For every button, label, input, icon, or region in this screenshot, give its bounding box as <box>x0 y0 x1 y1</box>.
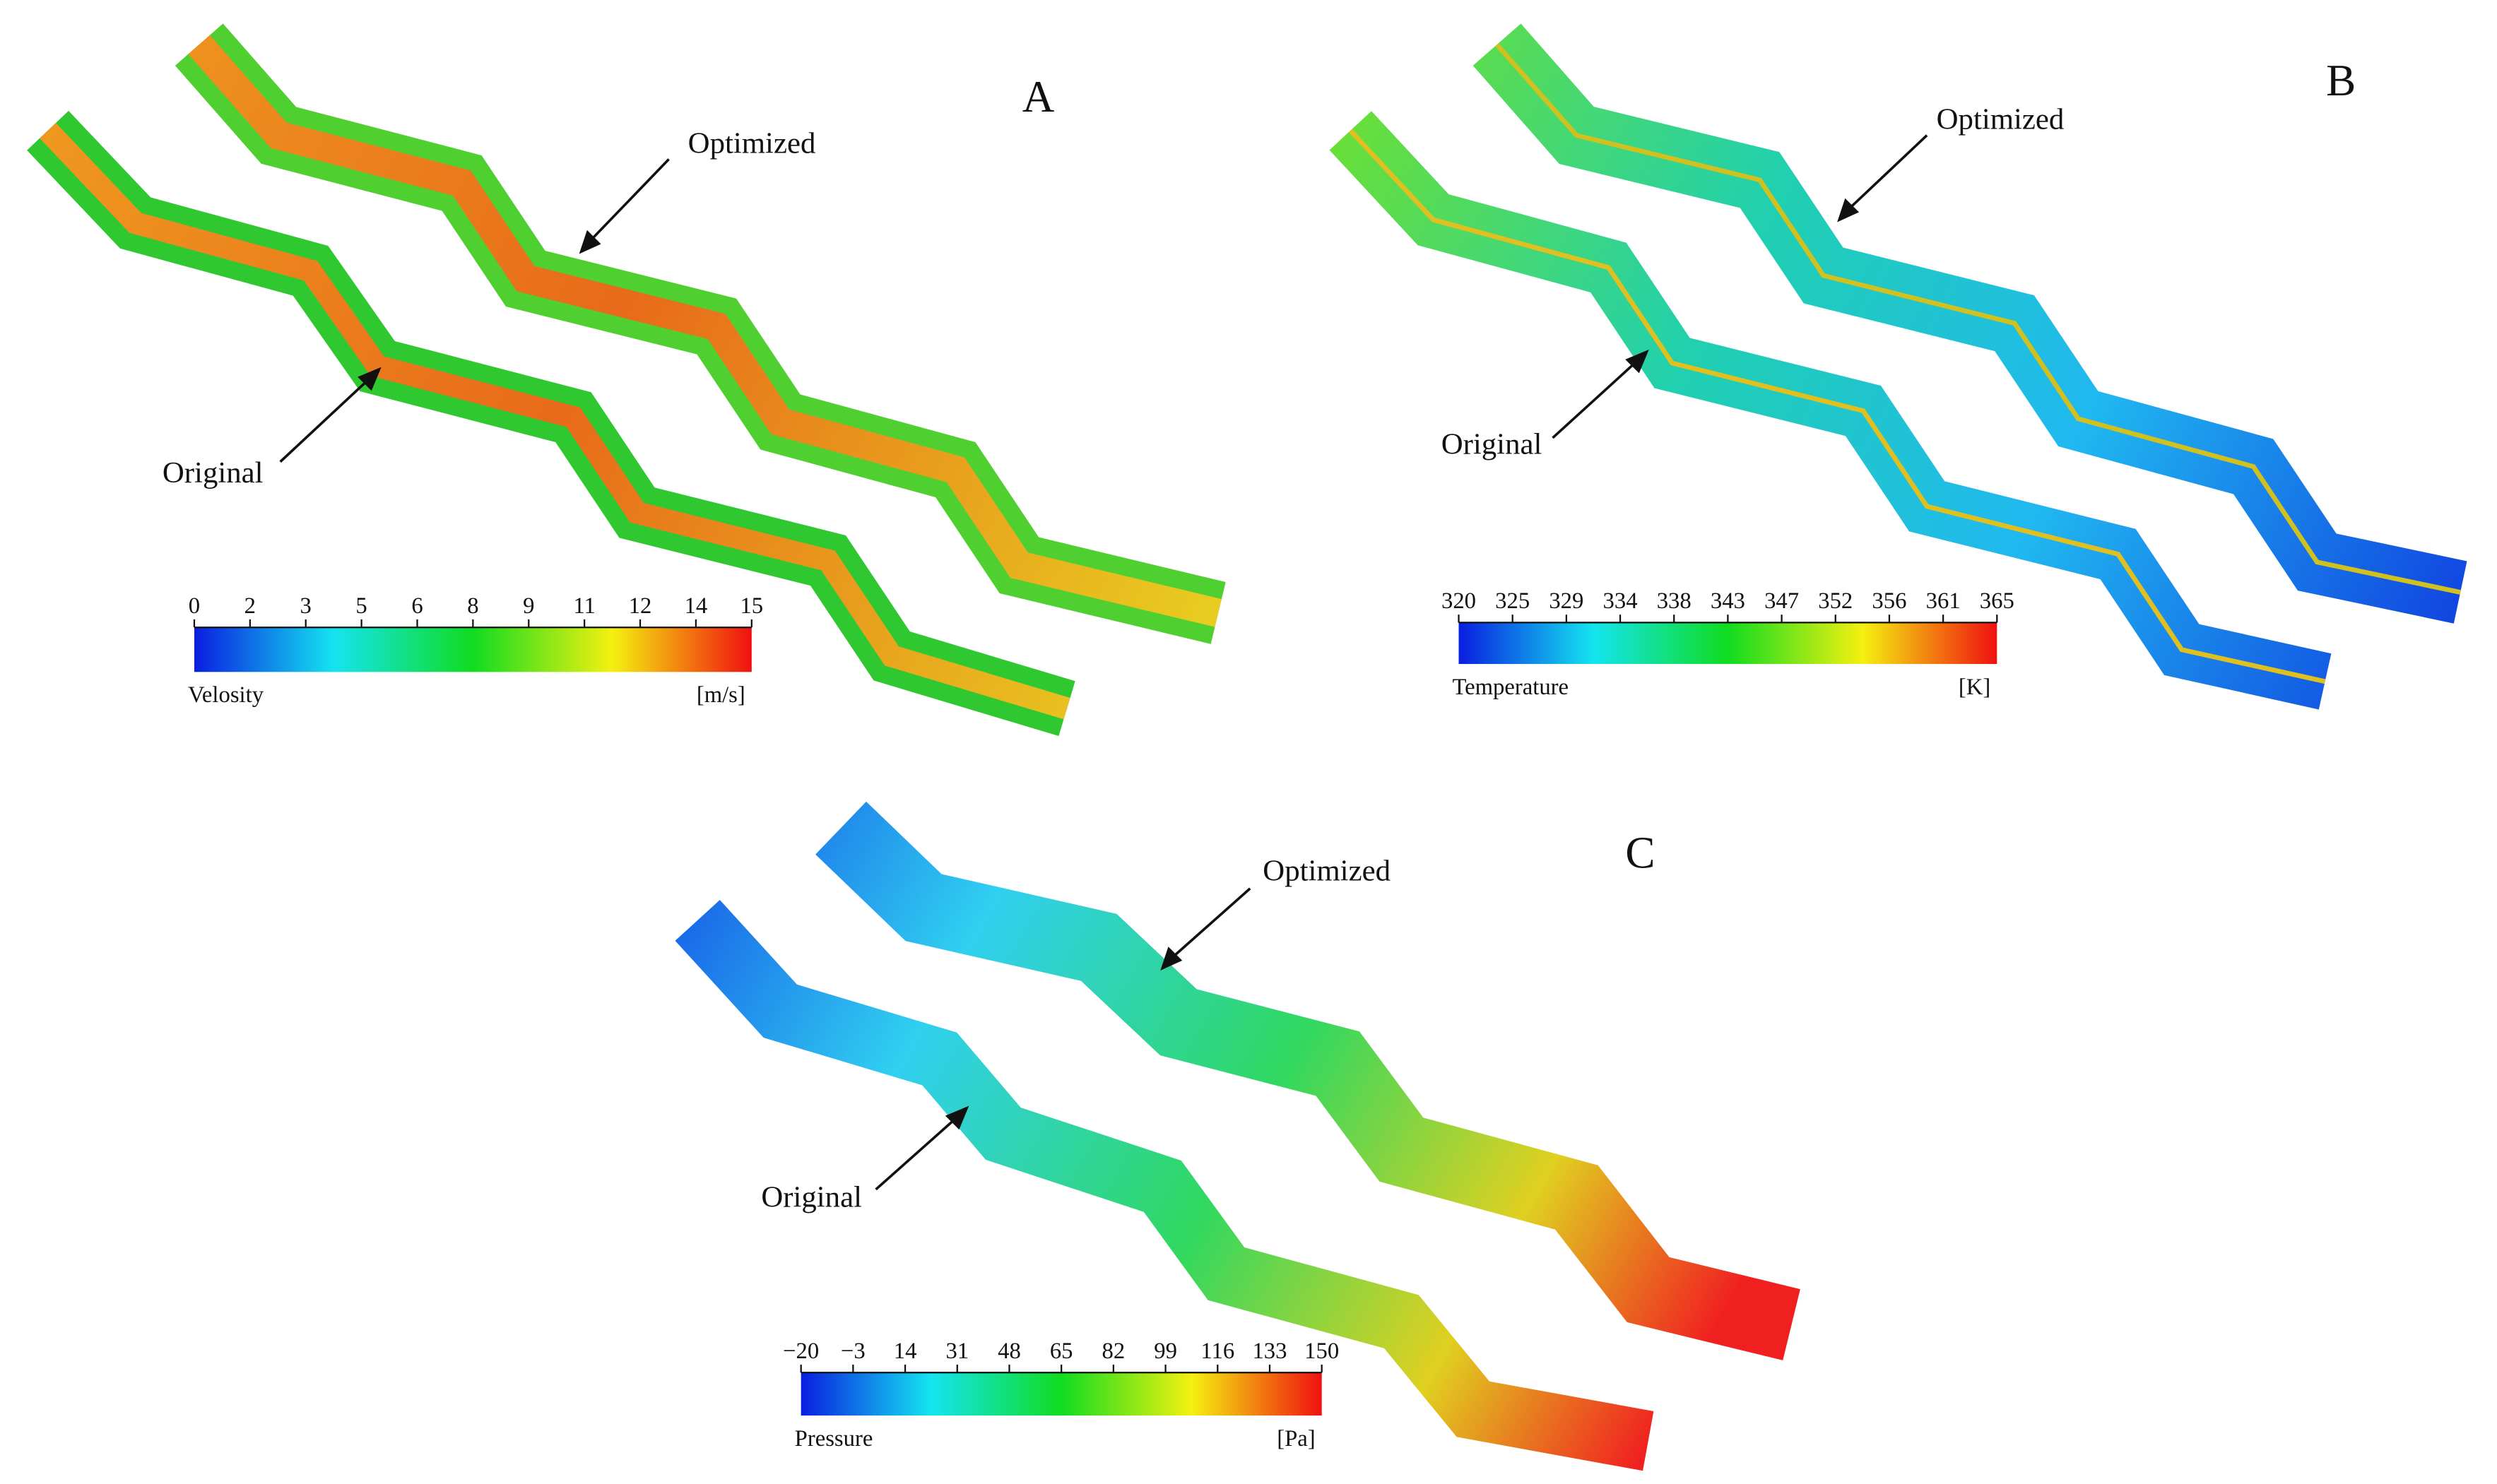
colorbar-tick-label: 14 <box>894 1338 917 1364</box>
arrowhead <box>945 1105 969 1130</box>
colorbar-tick-label: 116 <box>1200 1338 1234 1364</box>
colorbar-title: Pressure <box>795 1426 873 1452</box>
arrow <box>875 1112 963 1191</box>
channel-a-original-core <box>40 122 1070 720</box>
colorbar-tick-label: 133 <box>1252 1338 1287 1364</box>
colorbar-tick-label: 48 <box>998 1338 1021 1364</box>
optimized-label: Optimized <box>688 126 816 160</box>
arrow <box>279 373 375 463</box>
colorbar-tick-label: 338 <box>1657 588 1692 614</box>
colorbar-tick-label: 329 <box>1549 588 1583 614</box>
colorbar-tick-label: 150 <box>1304 1338 1339 1364</box>
colorbar-tick-label: 11 <box>573 593 595 619</box>
colorbar-tick-label: 15 <box>740 593 763 619</box>
colorbar <box>801 1372 1322 1416</box>
colorbar-tick-label: 0 <box>189 593 200 619</box>
arrowhead <box>1837 198 1860 222</box>
colorbar-title: Temperature <box>1452 675 1569 700</box>
original-label: Original <box>761 1181 862 1214</box>
colorbar-tick-label: 352 <box>1818 588 1853 614</box>
colorbar-tick-label: 2 <box>244 593 256 619</box>
channel-b-original-core <box>1348 129 2326 684</box>
colorbar-unit: [K] <box>1959 675 1990 700</box>
channel-c-optimized <box>815 801 1800 1360</box>
optimized-label: Optimized <box>1937 103 2065 136</box>
colorbar-tick-label: 12 <box>629 593 652 619</box>
arrowhead <box>358 367 382 391</box>
colorbar-tick-label: −3 <box>841 1338 866 1364</box>
panel-letter: C <box>1625 829 1655 878</box>
arrows <box>279 134 1928 1191</box>
colorbar-tick-label: 14 <box>685 593 708 619</box>
colorbar-tick-label: 325 <box>1495 588 1530 614</box>
colorbar-tick-label: 8 <box>467 593 478 619</box>
panel-letter: B <box>2326 56 2356 105</box>
original-label: Original <box>163 456 264 489</box>
arrow <box>1841 134 1928 216</box>
colorbar-tick-label: 3 <box>300 593 312 619</box>
arrow <box>1552 355 1643 439</box>
colorbar-tick-label: 31 <box>945 1338 969 1364</box>
arrowhead <box>1160 946 1183 970</box>
channels <box>27 23 2467 1471</box>
original-label: Original <box>1441 427 1542 461</box>
colorbar-tick-label: 334 <box>1603 588 1638 614</box>
colorbar-tick-label: 356 <box>1872 588 1906 614</box>
colorbar-tick-label: 365 <box>1980 588 2014 614</box>
colorbar-title: Velosity <box>188 682 264 708</box>
annotations: A Optimized Original B Optimized Origina… <box>163 56 2356 1214</box>
colorbar-tick-label: 347 <box>1764 588 1799 614</box>
colorbar-tick-label: 65 <box>1050 1338 1073 1364</box>
channel-a-optimized-core <box>188 35 1222 627</box>
channel-c-original <box>675 900 1654 1471</box>
panel-letter: A <box>1022 72 1055 121</box>
arrow <box>1164 887 1251 965</box>
optimized-label: Optimized <box>1263 855 1391 888</box>
colorbar-tick-label: 5 <box>355 593 367 619</box>
channel-b-optimized-core <box>1495 42 2461 595</box>
colorbar-tick-label: 9 <box>523 593 534 619</box>
colorbar-tick-label: 6 <box>411 593 423 619</box>
colorbar-tick-label: −20 <box>783 1338 819 1364</box>
colorbar-unit: [Pa] <box>1277 1426 1315 1452</box>
colorbar-tick-label: 82 <box>1102 1338 1126 1364</box>
colorbar-tick-label: 99 <box>1154 1338 1177 1364</box>
colorbar-tick-label: 320 <box>1441 588 1476 614</box>
colorbar <box>194 627 752 672</box>
arrowhead <box>1625 349 1649 374</box>
arrow <box>583 158 670 248</box>
colorbar-unit: [m/s] <box>697 682 745 708</box>
colorbar-tick-label: 343 <box>1711 588 1745 614</box>
colorbar <box>1458 622 1997 665</box>
arrowhead <box>579 230 601 254</box>
colorbar-tick-label: 361 <box>1926 588 1961 614</box>
